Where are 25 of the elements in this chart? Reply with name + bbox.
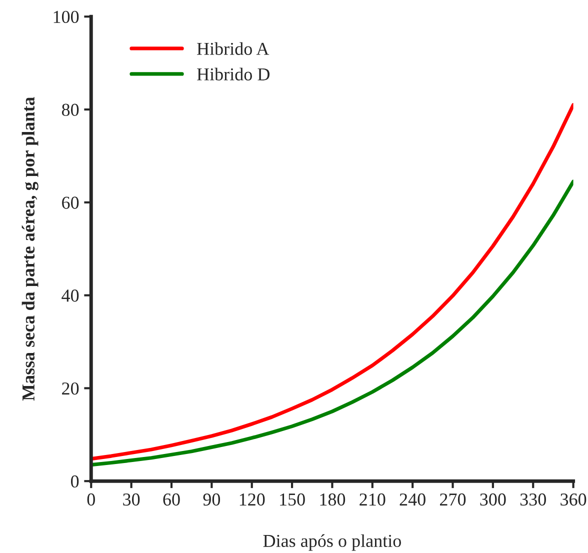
y-tick-label: 60 — [62, 196, 79, 209]
x-tick-label: 150 — [280, 493, 305, 506]
x-tick-label: 30 — [123, 493, 140, 506]
x-tick-label: 120 — [240, 493, 265, 506]
legend-label: Hibrido A — [197, 42, 270, 55]
y-axis-title: Massa seca da parte aérea, g por planta — [22, 96, 38, 401]
y-tick-label: 20 — [62, 382, 79, 395]
x-tick-label: 90 — [203, 493, 220, 506]
x-tick-label: 210 — [360, 493, 386, 506]
x-tick-label: 270 — [440, 493, 466, 506]
y-tick-label: 100 — [54, 10, 79, 24]
line-series — [91, 103, 574, 461]
x-axis-title: Dias após o plantio — [263, 534, 401, 551]
y-tick-label: 0 — [70, 475, 79, 488]
x-tick-label: 300 — [480, 493, 506, 506]
legend-label: Hibrido D — [197, 68, 270, 80]
x-tick-label: 330 — [520, 493, 546, 506]
y-tick-label: 40 — [62, 290, 79, 302]
x-tick-label: 180 — [320, 493, 346, 506]
y-tick-label: 80 — [62, 104, 79, 116]
x-tick-label: 240 — [400, 493, 426, 506]
line-series — [91, 180, 574, 467]
x-tick-label: 60 — [163, 493, 180, 506]
x-tick-label: 0 — [87, 493, 95, 506]
x-tick-label: 360 — [560, 493, 586, 506]
